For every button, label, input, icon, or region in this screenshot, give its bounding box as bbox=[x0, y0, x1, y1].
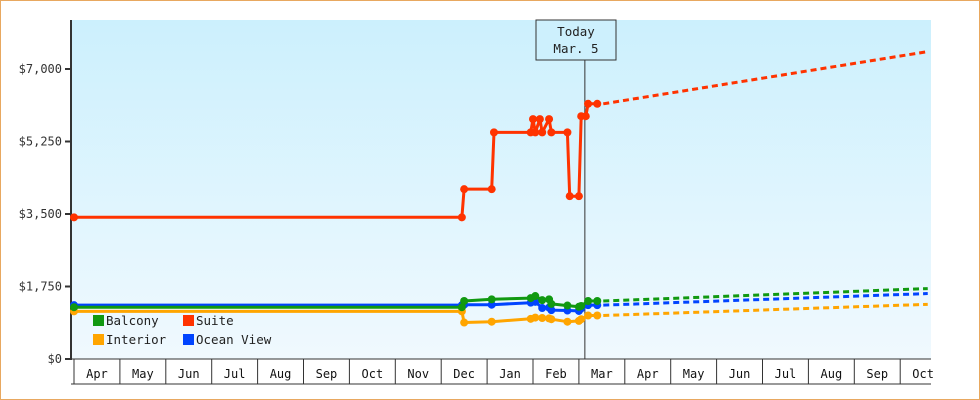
legend-item-balcony[interactable]: Balcony bbox=[93, 313, 159, 328]
data-point[interactable] bbox=[538, 296, 547, 305]
legend-swatch bbox=[93, 315, 104, 326]
data-point[interactable] bbox=[574, 192, 583, 201]
y-axis: $0 $1,750 $3,500 $5,250 $7,000 bbox=[19, 20, 72, 366]
data-point[interactable] bbox=[584, 311, 593, 320]
x-tick-label: Feb bbox=[545, 367, 567, 381]
data-point[interactable] bbox=[547, 128, 556, 137]
x-tick-label: Jan bbox=[499, 367, 521, 381]
legend-item-interior[interactable]: Interior bbox=[93, 332, 167, 347]
data-point[interactable] bbox=[531, 128, 540, 137]
data-point[interactable] bbox=[489, 128, 498, 137]
data-point[interactable] bbox=[584, 99, 593, 108]
x-tick-label: Oct bbox=[362, 367, 384, 381]
data-point[interactable] bbox=[577, 315, 586, 324]
x-tick-label: Oct bbox=[912, 367, 934, 381]
legend-label: Ocean View bbox=[196, 332, 272, 347]
data-point[interactable] bbox=[577, 301, 586, 310]
data-point[interactable] bbox=[529, 115, 537, 124]
legend-label: Balcony bbox=[106, 313, 159, 328]
data-point[interactable] bbox=[460, 185, 469, 194]
x-axis: Apr May Jun Jul Aug Sep Oct Nov Dec Jan Feb Mar Apr M… bbox=[71, 358, 934, 385]
data-point[interactable] bbox=[487, 295, 496, 304]
today-label: Today bbox=[557, 24, 595, 39]
data-point[interactable] bbox=[593, 297, 602, 305]
x-tick-label: May bbox=[683, 367, 705, 381]
legend-label: Interior bbox=[106, 332, 167, 347]
data-point[interactable] bbox=[460, 297, 469, 305]
data-point[interactable] bbox=[487, 185, 496, 194]
data-point[interactable] bbox=[531, 313, 540, 322]
x-tick-label: Sep bbox=[316, 367, 338, 381]
data-point[interactable] bbox=[565, 192, 574, 201]
series-group bbox=[70, 50, 928, 327]
data-point[interactable] bbox=[563, 317, 572, 326]
data-point[interactable] bbox=[531, 292, 540, 301]
x-tick-label: May bbox=[132, 367, 154, 381]
x-tick-label: Jul bbox=[224, 367, 246, 381]
data-point[interactable] bbox=[547, 315, 556, 324]
x-tick-label: Mar bbox=[591, 367, 613, 381]
data-point[interactable] bbox=[547, 306, 556, 315]
y-tick-label: $1,750 bbox=[19, 280, 62, 294]
y-tick-label: $5,250 bbox=[19, 135, 62, 149]
x-tick-label: Jun bbox=[729, 367, 751, 381]
x-tick-label: Apr bbox=[637, 367, 659, 381]
legend-item-ocean-view[interactable]: Ocean View bbox=[183, 332, 272, 347]
x-tick-label: Nov bbox=[407, 367, 429, 381]
legend-swatch bbox=[183, 315, 194, 326]
series-suite bbox=[70, 50, 928, 222]
x-tick-label: Sep bbox=[866, 367, 888, 381]
data-point[interactable] bbox=[457, 303, 466, 312]
x-tick-label: Aug bbox=[270, 367, 292, 381]
data-point[interactable] bbox=[535, 115, 544, 124]
plot-area bbox=[72, 20, 931, 359]
y-tick-label: $0 bbox=[48, 352, 62, 366]
data-point[interactable] bbox=[70, 213, 78, 222]
forecast-line bbox=[603, 50, 928, 106]
data-point[interactable] bbox=[545, 115, 554, 124]
data-point[interactable] bbox=[538, 304, 547, 313]
today-date: Mar. 5 bbox=[553, 41, 598, 56]
data-point[interactable] bbox=[547, 299, 556, 308]
y-tick-label: $7,000 bbox=[19, 62, 62, 76]
forecast-line bbox=[603, 302, 928, 317]
legend-swatch bbox=[93, 334, 104, 345]
x-tick-label: Aug bbox=[821, 367, 843, 381]
data-point[interactable] bbox=[563, 128, 572, 137]
data-point[interactable] bbox=[538, 313, 547, 322]
y-tick-label: $3,500 bbox=[19, 207, 62, 221]
today-marker: Today Mar. 5 bbox=[535, 19, 617, 359]
data-point[interactable] bbox=[593, 311, 602, 320]
series-balcony bbox=[70, 287, 928, 312]
data-point[interactable] bbox=[487, 317, 496, 326]
legend-swatch bbox=[183, 334, 194, 345]
legend: Balcony Suite Interior Ocean View bbox=[93, 313, 272, 347]
data-point[interactable] bbox=[460, 318, 469, 327]
forecast-line bbox=[603, 287, 928, 303]
data-point[interactable] bbox=[538, 128, 547, 137]
data-point[interactable] bbox=[593, 99, 602, 108]
x-tick-label: Jul bbox=[775, 367, 797, 381]
forecast-line bbox=[603, 292, 928, 307]
data-point[interactable] bbox=[581, 112, 590, 121]
data-point[interactable] bbox=[563, 301, 572, 310]
legend-item-suite[interactable]: Suite bbox=[183, 313, 234, 328]
data-point[interactable] bbox=[457, 213, 466, 222]
data-point[interactable] bbox=[584, 297, 593, 305]
x-tick-label: Dec bbox=[453, 367, 475, 381]
x-tick-label: Jun bbox=[178, 367, 200, 381]
legend-label: Suite bbox=[196, 313, 234, 328]
x-tick-label: Apr bbox=[86, 367, 108, 381]
data-point[interactable] bbox=[70, 303, 78, 312]
